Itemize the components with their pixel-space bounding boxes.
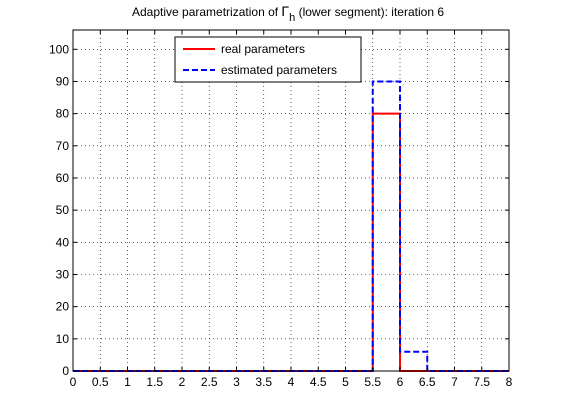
y-tick-label: 30: [56, 267, 70, 281]
y-tick-label: 60: [56, 171, 70, 185]
y-tick-label: 10: [56, 332, 70, 346]
grid-lines: [73, 30, 509, 371]
y-tick-label: 50: [56, 203, 70, 217]
y-tick-label: 100: [49, 42, 69, 56]
x-tick-label: 1.5: [146, 375, 163, 389]
legend-box: [174, 36, 362, 83]
legend: real parameters estimated parameters: [174, 36, 362, 83]
x-tick-label: 2: [179, 375, 186, 389]
title-suffix: (lower segment): iteration 6: [295, 5, 444, 19]
y-tick-label: 40: [56, 235, 70, 249]
y-tick-label: 80: [56, 107, 70, 121]
title-symbol: Γ: [281, 3, 289, 19]
x-tick-label: 0: [70, 375, 77, 389]
x-tick-label: 1: [124, 375, 131, 389]
axis-ticks: 0 0.5 1 1.5 2 2.5 3 3.5 4 4.5 5 5.5 6 6.5 7 7.5 80102030…: [49, 30, 513, 389]
x-tick-label: 7.5: [473, 375, 490, 389]
x-tick-label: 4.5: [310, 375, 327, 389]
x-tick-label: 3: [233, 375, 240, 389]
x-tick-label: 4: [288, 375, 295, 389]
x-tick-label: 7: [451, 375, 458, 389]
y-tick-label: 20: [56, 300, 70, 314]
x-tick-label: 5: [342, 375, 349, 389]
legend-label: real parameters: [221, 42, 305, 56]
y-tick-label: 90: [56, 74, 70, 88]
x-tick-label: 5.5: [364, 375, 381, 389]
y-tick-label: 70: [56, 139, 70, 153]
legend-label: estimated parameters: [221, 63, 337, 77]
x-tick-label: 0.5: [92, 375, 109, 389]
title-subscript: h: [289, 12, 295, 24]
x-tick-label: 3.5: [255, 375, 272, 389]
x-tick-label: 8: [506, 375, 513, 389]
x-tick-label: 6.5: [419, 375, 436, 389]
title-prefix: Adaptive parametrization of: [132, 5, 281, 19]
x-tick-label: 6: [397, 375, 404, 389]
chart-title: Adaptive parametrization of Γh (lower se…: [132, 3, 444, 24]
y-tick-label: 0: [62, 364, 69, 378]
x-tick-label: 2.5: [201, 375, 218, 389]
